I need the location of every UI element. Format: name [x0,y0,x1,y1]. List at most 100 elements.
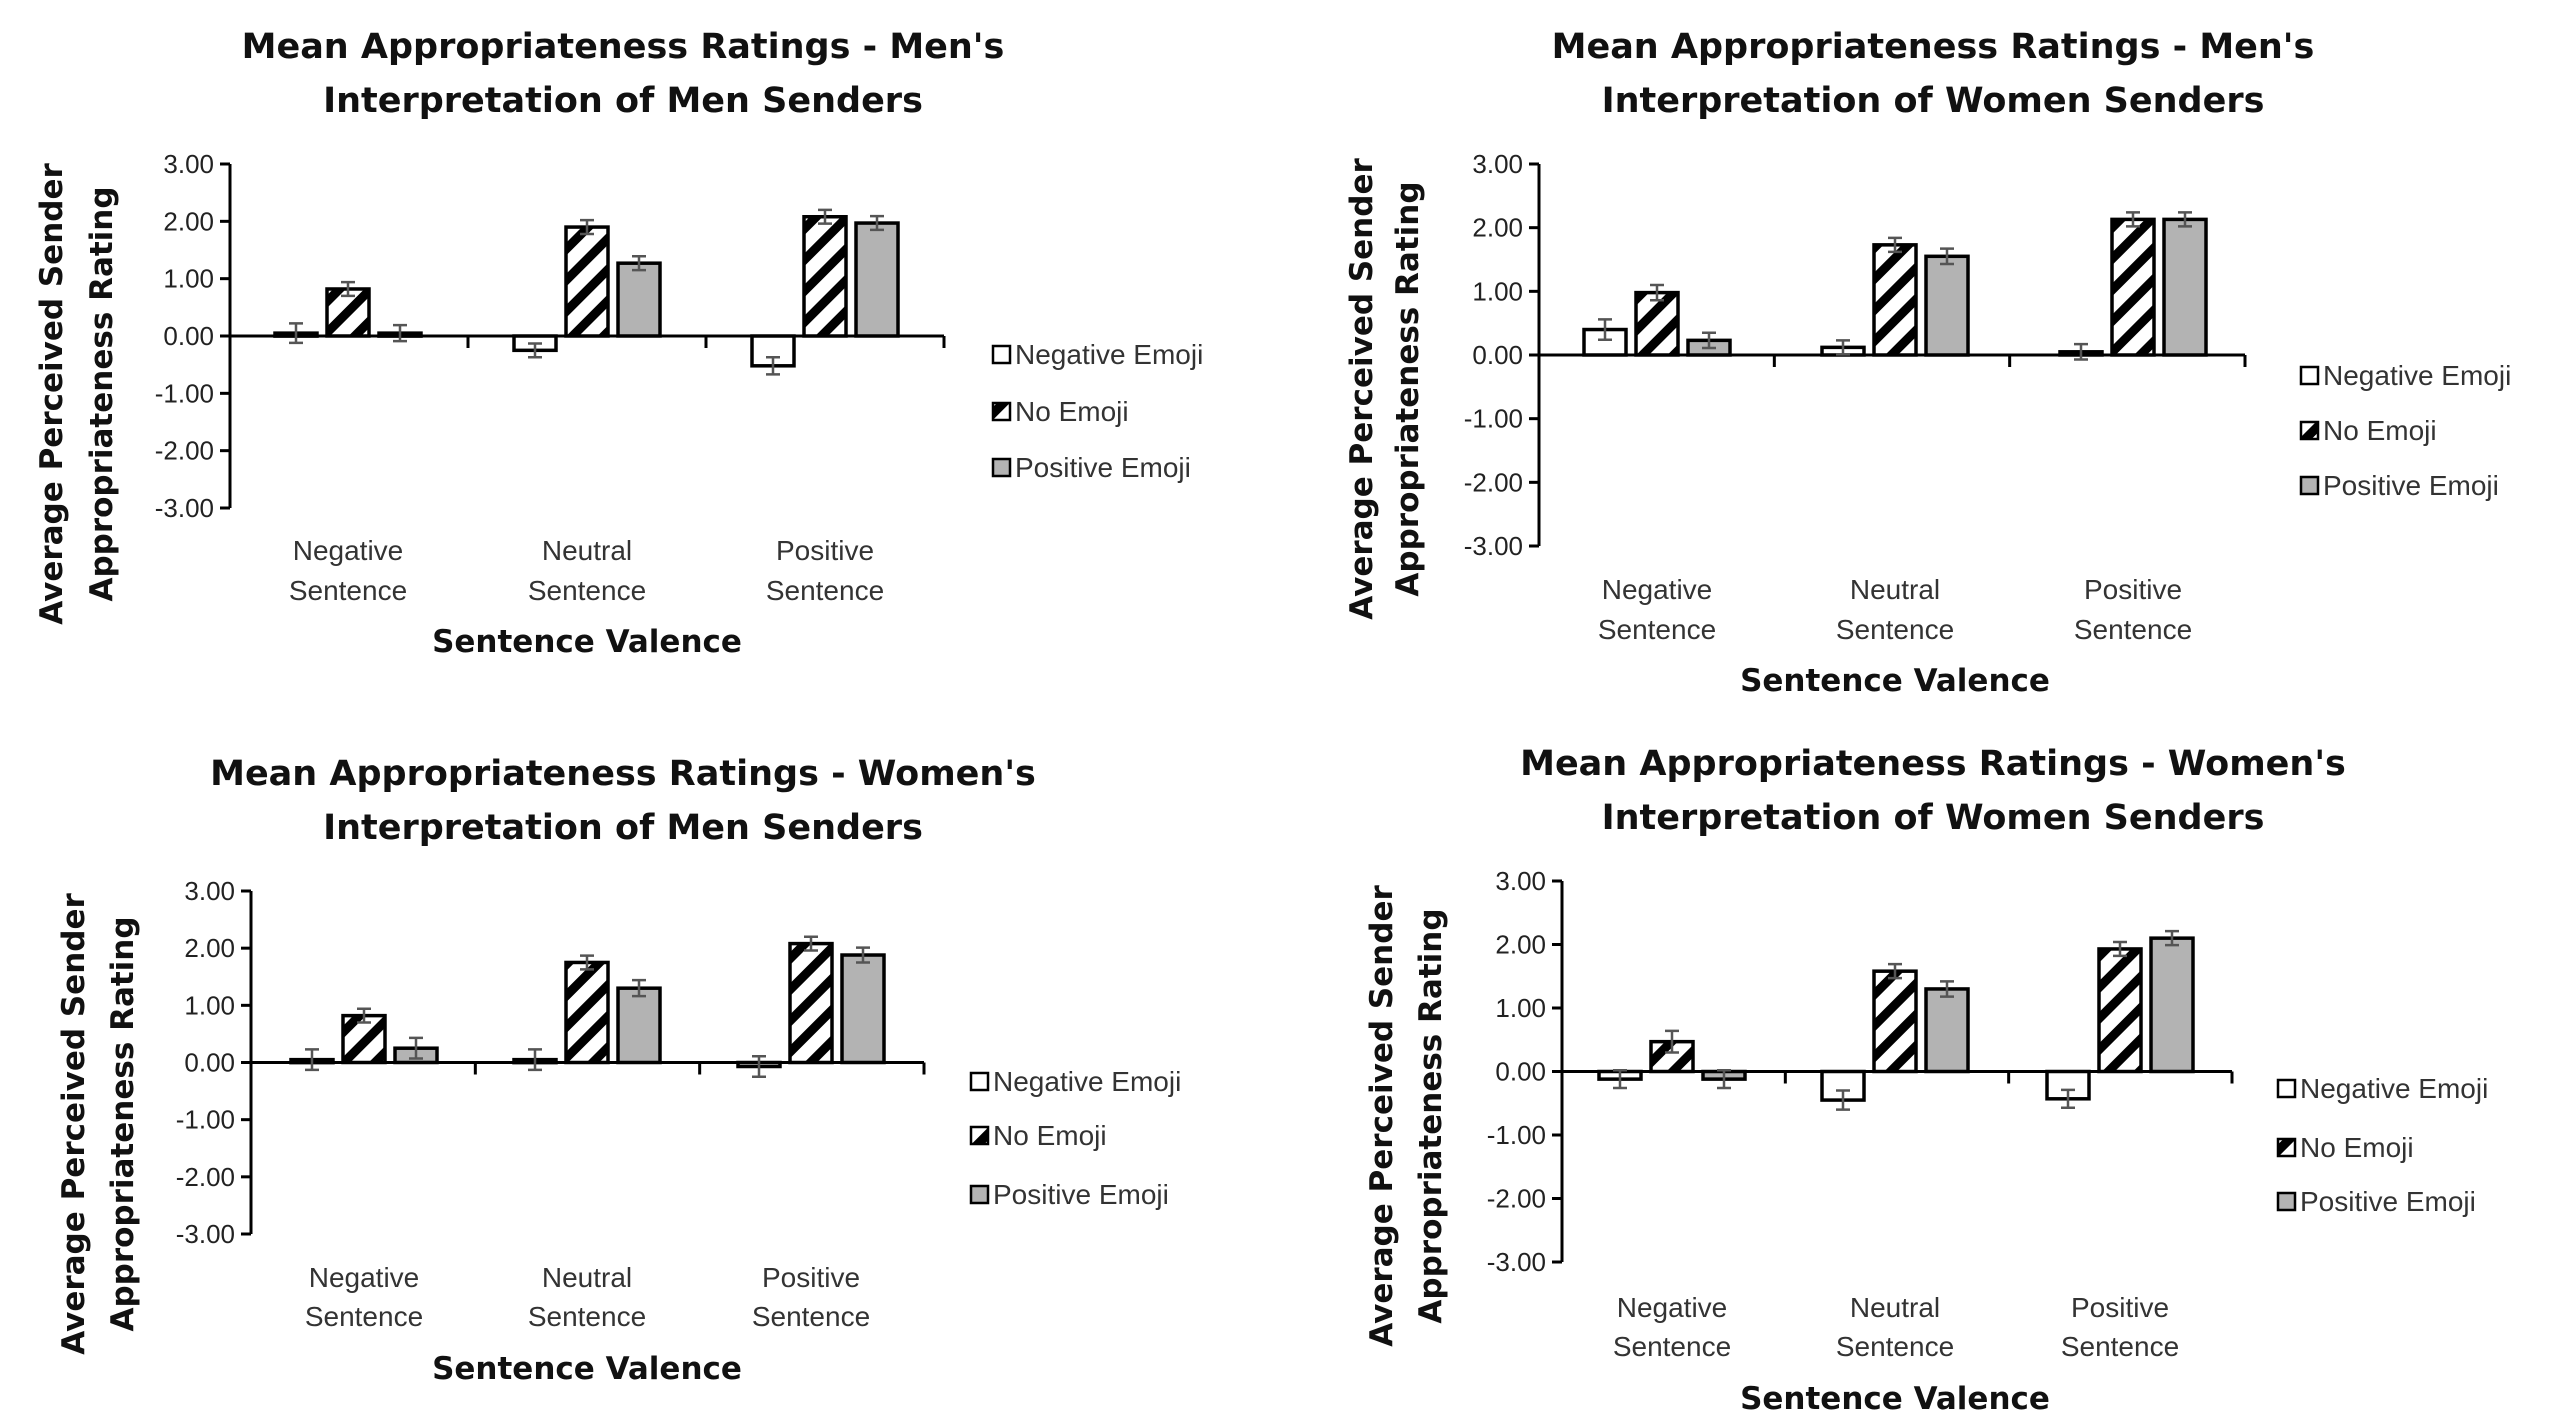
error-bar [2074,342,2088,361]
chart-panel-4: Mean Appropriateness Ratings - Women's In… [1364,744,2488,1417]
legend-label: No Emoji [1015,396,1129,427]
legend-swatch [2276,1191,2297,1212]
legend-label: Negative Emoji [993,1066,1181,1097]
legend-swatch [2299,365,2320,386]
error-bar [1836,339,1850,356]
legend-swatch [2276,1137,2297,1158]
y-tick-label: -2.00 [176,1162,235,1192]
error-bar [2126,211,2140,228]
error-bar [818,208,832,225]
x-category-label: Sentence [528,575,646,606]
legend-swatch [969,1184,990,1205]
chart-title: Interpretation of Men Senders [323,81,923,121]
error-bar [357,1007,371,1024]
error-bar [632,978,646,998]
x-axis-title: Sentence Valence [1740,663,2050,699]
legend-label: Negative Emoji [2323,360,2511,391]
x-category-label: Negative [1602,574,1713,605]
legend-label: Negative Emoji [1015,339,1203,370]
error-bar [1940,980,1954,998]
bar-positive-emoji [854,221,900,338]
bar-positive-emoji [616,261,662,338]
x-category-label: Neutral [1850,1292,1940,1323]
error-bar [305,1048,319,1072]
y-axis-title: Average Perceived Sender [1364,885,1400,1347]
bar-no-emoji [2110,217,2156,357]
y-tick-label: -3.00 [176,1219,235,1249]
bar-no-emoji [564,960,610,1065]
error-bar [580,218,594,236]
error-bar [2113,940,2127,958]
x-category-label: Sentence [289,575,407,606]
y-tick-label: -2.00 [1487,1184,1546,1214]
chart-title: Interpretation of Women Senders [1602,81,2265,121]
legend-label: No Emoji [2300,1132,2414,1163]
bar-positive-emoji [840,953,886,1065]
bar-no-emoji [788,941,834,1065]
y-tick-label: -2.00 [155,436,214,466]
error-bar [1888,962,1902,980]
error-bar [341,280,355,298]
y-tick-label: 1.00 [163,264,214,294]
x-axis-title: Sentence Valence [1740,1381,2050,1417]
error-bar [1613,1068,1627,1090]
y-tick-label: -3.00 [1487,1247,1546,1277]
x-category-label: Sentence [1613,1331,1731,1362]
y-tick-label: 1.00 [1495,993,1546,1023]
legend-swatch [991,401,1012,422]
error-bar [2061,1088,2075,1109]
chart-title: Mean Appropriateness Ratings - Women's [1520,744,2346,784]
bar-positive-emoji [2149,936,2195,1074]
error-bar [580,954,594,971]
error-bar [1836,1089,1850,1111]
y-tick-label: -1.00 [176,1105,235,1135]
error-bar [528,342,542,359]
y-tick-label: 3.00 [184,876,235,906]
x-category-label: Sentence [305,1301,423,1332]
x-category-label: Negative [1617,1292,1728,1323]
y-tick-label: 2.00 [163,206,214,236]
bar-positive-emoji [1924,254,1970,357]
legend-swatch [991,457,1012,478]
bar-no-emoji [1872,969,1918,1074]
y-tick-label: 2.00 [1472,213,1523,243]
x-category-label: Sentence [1598,614,1716,645]
error-bar [1665,1029,1679,1054]
error-bar [289,322,303,345]
x-category-label: Negative [309,1262,420,1293]
y-tick-label: 0.00 [1495,1057,1546,1087]
x-category-label: Sentence [752,1301,870,1332]
x-category-label: Positive [2084,574,2182,605]
x-category-label: Positive [2071,1292,2169,1323]
error-bar [1888,236,1902,254]
y-tick-label: -3.00 [1464,531,1523,561]
error-bar [2178,211,2192,228]
chart-title: Mean Appropriateness Ratings - Women's [210,754,1036,794]
y-axis-title: Average Perceived Sender [1344,158,1380,620]
error-bar [409,1036,423,1060]
y-tick-label: 1.00 [1472,276,1523,306]
bar-no-emoji [2097,947,2143,1074]
x-category-label: Sentence [2061,1331,2179,1362]
legend-swatch [2299,475,2320,496]
error-bar [1940,247,1954,266]
error-bar [1702,331,1716,350]
x-category-label: Neutral [542,1262,632,1293]
chart-title: Interpretation of Men Senders [323,808,923,848]
x-category-label: Neutral [1850,574,1940,605]
y-tick-label: 3.00 [1472,149,1523,179]
y-tick-label: 2.00 [184,933,235,963]
error-bar [1650,283,1664,302]
bar-no-emoji [564,225,610,338]
y-axis-title: Average Perceived Sender [34,163,70,625]
y-tick-label: -1.00 [1487,1120,1546,1150]
x-category-label: Neutral [542,535,632,566]
chart-panel-1: Mean Appropriateness Ratings - Men's Inte… [34,27,1203,660]
x-category-label: Sentence [1836,1331,1954,1362]
error-bar [528,1048,542,1072]
error-bar [766,355,780,376]
error-bar [870,214,884,232]
y-tick-label: -1.00 [1464,404,1523,434]
legend-swatch [969,1125,990,1146]
error-bar [1717,1068,1731,1090]
